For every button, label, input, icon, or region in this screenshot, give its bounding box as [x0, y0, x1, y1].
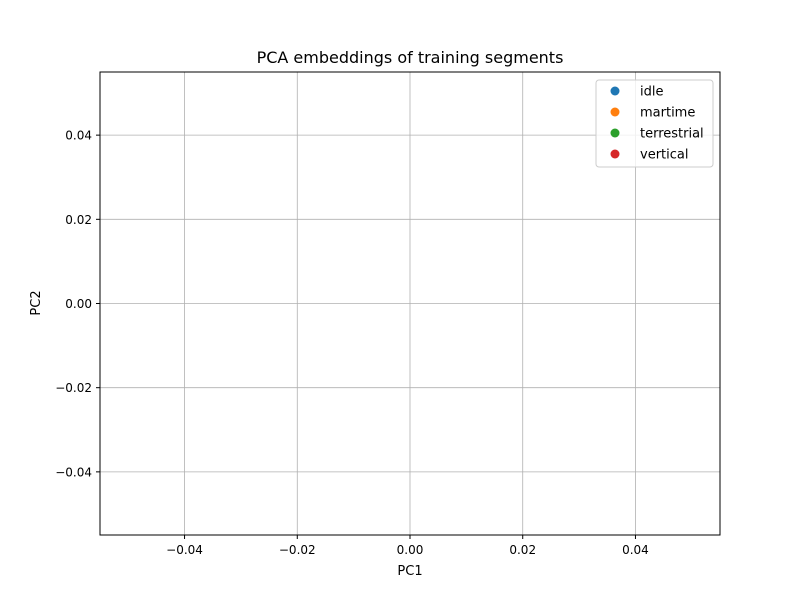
x-axis-label: PC1 — [397, 564, 422, 579]
y-tick-label: 0.04 — [65, 129, 92, 143]
y-axis-label: PC2 — [29, 290, 44, 315]
y-tick-label: −0.02 — [55, 381, 92, 395]
x-tick-label: 0.04 — [622, 543, 649, 557]
legend-marker — [610, 149, 620, 159]
legend-label: idle — [640, 85, 663, 100]
x-tick-label: 0.00 — [397, 543, 424, 557]
x-tick-label: 0.02 — [509, 543, 536, 557]
legend-label: terrestrial — [640, 127, 704, 142]
legend-label: martime — [640, 106, 695, 121]
chart-title: PCA embeddings of training segments — [257, 48, 564, 67]
y-tick-label: −0.04 — [55, 465, 92, 479]
y-tick-label: 0.02 — [65, 213, 92, 227]
legend: idle martime terrestrial vertical — [595, 79, 714, 168]
x-tick-label: −0.04 — [166, 543, 203, 557]
legend-marker — [610, 107, 620, 117]
legend-box — [595, 79, 714, 168]
y-tick-label: 0.00 — [65, 297, 92, 311]
x-tick-label: −0.02 — [279, 543, 316, 557]
legend-label: vertical — [640, 148, 688, 163]
legend-marker — [610, 86, 620, 96]
tick-labels: −0.04 −0.02 0.00 0.02 0.04 −0.04 −0.02 0.00 0.02… — [55, 129, 649, 557]
legend-marker — [610, 128, 620, 138]
axes — [96, 71, 721, 539]
